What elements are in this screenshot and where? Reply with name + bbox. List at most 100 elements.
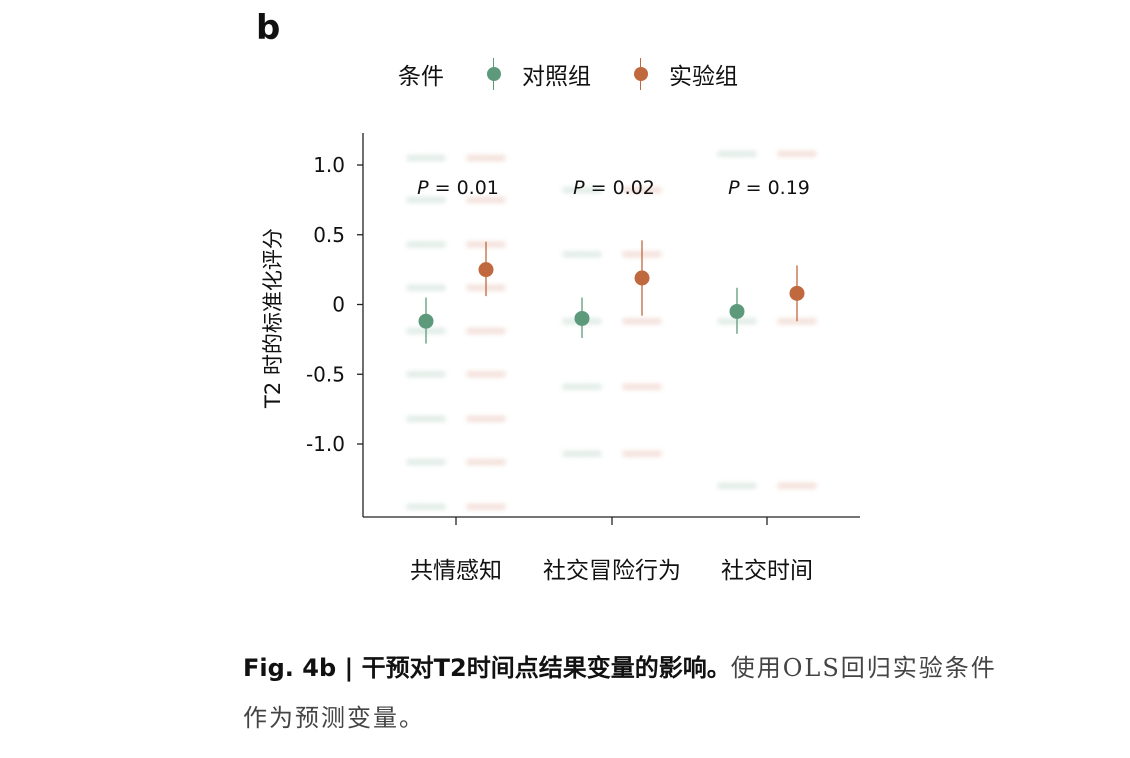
raw-data-point	[465, 327, 474, 336]
raw-data-point	[621, 317, 630, 326]
raw-data-point	[405, 154, 414, 163]
raw-data-point	[493, 502, 501, 511]
raw-data-point	[471, 283, 479, 292]
raw-data-point	[471, 327, 479, 336]
raw-data-point	[567, 186, 575, 195]
raw-data-point	[438, 195, 447, 204]
raw-data-point	[422, 195, 430, 204]
raw-data-point	[465, 283, 474, 292]
raw-data-point	[471, 195, 479, 204]
raw-data-point	[649, 250, 657, 259]
raw-data-point	[433, 240, 441, 249]
raw-data-point	[643, 317, 652, 326]
raw-data-point	[433, 414, 441, 423]
raw-data-point	[654, 250, 663, 259]
raw-data-point	[476, 195, 485, 204]
raw-data-point	[416, 195, 425, 204]
raw-data-point	[738, 149, 747, 158]
raw-data-point	[589, 317, 597, 326]
raw-data-point	[627, 250, 635, 259]
raw-data-point	[621, 250, 630, 259]
raw-data-point	[782, 149, 790, 158]
raw-data-point	[411, 414, 419, 423]
raw-data-point	[643, 382, 652, 391]
raw-data-point	[649, 449, 657, 458]
raw-data-point	[465, 458, 474, 467]
raw-data-point	[793, 481, 801, 490]
raw-data-point	[482, 195, 490, 204]
raw-data-point	[405, 502, 414, 511]
raw-data-point	[594, 317, 603, 326]
raw-data-point	[649, 186, 657, 195]
raw-data-point	[716, 317, 725, 326]
raw-data-point	[416, 283, 425, 292]
raw-data-point	[749, 149, 758, 158]
raw-data-point	[572, 382, 581, 391]
raw-data-point	[422, 414, 430, 423]
raw-data-point	[621, 186, 630, 195]
raw-data-point	[804, 481, 812, 490]
raw-data-point	[422, 154, 430, 163]
raw-data-point	[422, 370, 430, 379]
raw-data-point	[727, 149, 736, 158]
raw-data-point	[433, 283, 441, 292]
raw-data-point	[427, 327, 436, 336]
raw-data-point	[589, 186, 597, 195]
p-value-number: = 0.19	[740, 177, 810, 199]
raw-data-point	[427, 370, 436, 379]
raw-data-point	[476, 283, 485, 292]
raw-data-point	[427, 154, 436, 163]
raw-data-point	[627, 186, 635, 195]
raw-data-point	[465, 414, 474, 423]
raw-data-point	[782, 481, 790, 490]
raw-data-point	[722, 149, 730, 158]
raw-data-point	[427, 240, 436, 249]
raw-data-point	[471, 458, 479, 467]
raw-data-point	[567, 317, 575, 326]
raw-data-point	[594, 186, 603, 195]
raw-data-point	[465, 502, 474, 511]
raw-data-point	[744, 317, 752, 326]
raw-data-point	[471, 370, 479, 379]
raw-data-point	[804, 317, 812, 326]
raw-data-point	[627, 317, 635, 326]
raw-data-point	[638, 317, 646, 326]
raw-data-point	[438, 283, 447, 292]
raw-data-point	[654, 449, 663, 458]
raw-data-point	[487, 458, 496, 467]
raw-data-point	[583, 382, 592, 391]
raw-data-point	[638, 382, 646, 391]
raw-data-point	[465, 240, 474, 249]
raw-data-point	[498, 195, 507, 204]
p-value-label: P = 0.01	[417, 177, 499, 199]
panel-label: b	[256, 8, 281, 48]
raw-data-point	[482, 370, 490, 379]
raw-data-point	[567, 382, 575, 391]
raw-data-point	[433, 370, 441, 379]
mean-point	[634, 270, 650, 286]
raw-data-point	[572, 449, 581, 458]
raw-data-point	[438, 327, 447, 336]
raw-data-point	[438, 240, 447, 249]
raw-data-point	[578, 250, 586, 259]
raw-data-point	[487, 240, 496, 249]
raw-data-point	[632, 382, 641, 391]
p-values: P = 0.01 P = 0.02 P = 0.19	[417, 177, 810, 199]
raw-data-point	[493, 283, 501, 292]
raw-data-point	[787, 481, 796, 490]
p-value-label: P = 0.02	[573, 177, 655, 199]
raw-data-point	[471, 240, 479, 249]
raw-data-point	[433, 502, 441, 511]
raw-data-point	[649, 382, 657, 391]
raw-data-point	[476, 327, 485, 336]
raw-data-point	[416, 327, 425, 336]
raw-data-point	[482, 414, 490, 423]
raw-data-point	[487, 327, 496, 336]
raw-data-point	[561, 250, 570, 259]
raw-data-point	[411, 240, 419, 249]
raw-data-point	[727, 481, 736, 490]
y-tick-label: -1.0	[306, 432, 345, 456]
raw-data-point	[643, 250, 652, 259]
legend-item-experimental: 实验组	[631, 57, 738, 91]
raw-data-point	[561, 449, 570, 458]
